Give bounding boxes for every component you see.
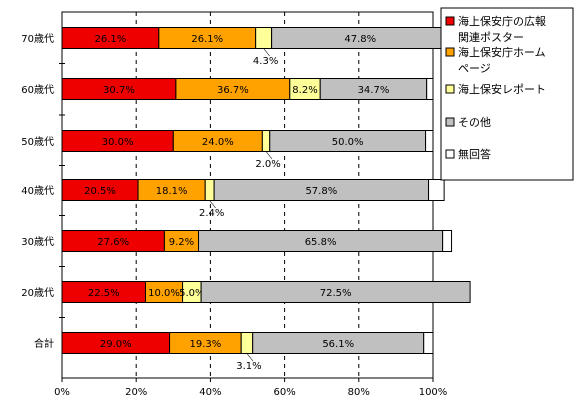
x-tick-label: 40% [199, 387, 221, 398]
data-label: 50.0% [332, 137, 364, 148]
bar-segment [200, 281, 471, 303]
bar-segment [261, 130, 271, 152]
legend-label: 海上保安レポート [458, 82, 546, 96]
bar-segment [428, 179, 445, 201]
data-label: 3.1% [236, 361, 261, 372]
bar-segment [423, 332, 434, 354]
x-tick-label: 80% [348, 387, 370, 398]
data-label: 4.3% [253, 56, 278, 67]
legend-swatch [445, 117, 455, 127]
data-label: 36.7% [217, 85, 249, 96]
data-label: 47.8% [344, 34, 376, 45]
data-label: 29.0% [100, 339, 132, 350]
bar-segment [426, 78, 434, 100]
data-label: 26.1% [191, 34, 223, 45]
legend-label: 海上保安庁の広報 [458, 14, 546, 28]
category-label: 30歳代 [21, 236, 54, 248]
data-label: 65.8% [305, 237, 337, 248]
data-label: 19.3% [190, 339, 222, 350]
bar-segment [255, 27, 273, 49]
category-label: 40歳代 [21, 185, 54, 197]
x-tick-label: 0% [54, 387, 70, 398]
bar-segment [240, 332, 254, 354]
legend-label: 無回答 [458, 147, 491, 161]
category-label: 70歳代 [21, 33, 54, 45]
x-tick-label: 20% [125, 387, 147, 398]
leader-line [265, 151, 273, 160]
data-label: 34.7% [358, 85, 390, 96]
data-label: 72.5% [320, 288, 352, 299]
data-label: 5.0% [179, 288, 204, 299]
leader-line [263, 48, 270, 57]
data-label: 22.5% [88, 288, 120, 299]
legend-swatch [445, 84, 455, 94]
data-label: 20.5% [84, 186, 116, 197]
category-label: 50歳代 [21, 136, 54, 148]
data-label: 27.6% [97, 237, 129, 248]
category-label: 20歳代 [21, 287, 54, 299]
legend-label: その他 [458, 116, 491, 129]
legend-box [440, 7, 574, 181]
legend-swatch [445, 149, 455, 159]
category-label: 60歳代 [21, 84, 54, 96]
bar-segment [204, 179, 215, 201]
bar-segment [442, 230, 453, 252]
x-tick-label: 60% [273, 387, 295, 398]
data-label: 2.0% [255, 159, 280, 170]
data-label: 18.1% [156, 186, 188, 197]
leader-line [246, 353, 254, 362]
legend-label: 海上保安庁ホーム [458, 45, 546, 59]
data-label: 56.1% [322, 339, 354, 350]
data-label: 24.0% [202, 137, 234, 148]
data-label: 8.2% [292, 85, 317, 96]
leader-line [209, 200, 216, 209]
data-label: 30.0% [102, 137, 134, 148]
data-label: 26.1% [95, 34, 127, 45]
legend-swatch [445, 16, 455, 26]
x-tick-label: 100% [419, 387, 448, 398]
legend-label: 関連ポスター [458, 30, 524, 44]
data-label: 2.4% [199, 208, 224, 219]
category-label: 合計 [34, 337, 54, 350]
data-label: 10.0% [148, 288, 180, 299]
bar-segment [425, 130, 434, 152]
data-label: 57.8% [305, 186, 337, 197]
legend-swatch [445, 47, 455, 57]
data-label: 9.2% [169, 237, 194, 248]
legend-label: ページ [458, 62, 491, 75]
data-label: 30.7% [103, 85, 135, 96]
